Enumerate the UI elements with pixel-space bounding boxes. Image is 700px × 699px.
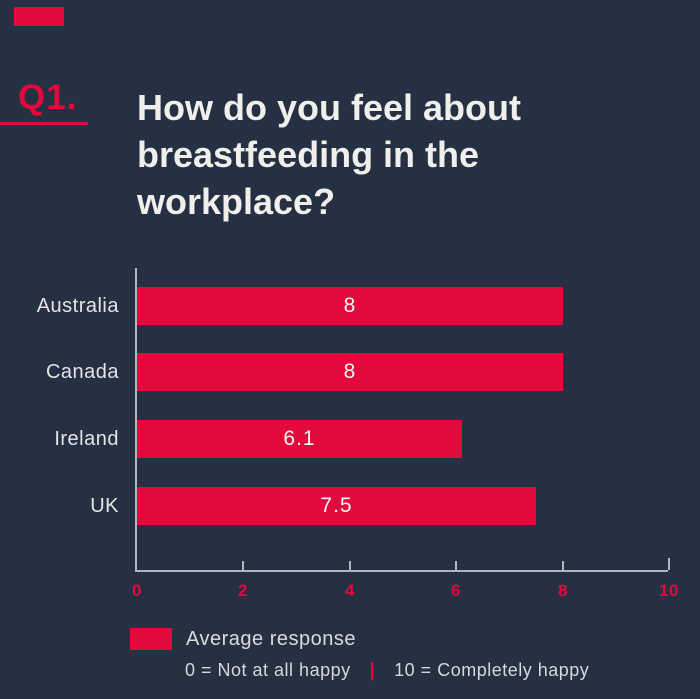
x-axis-tick [242,561,244,570]
category-label: Ireland [54,428,119,450]
question-number-underline [0,122,88,125]
category-label: Canada [45,361,119,383]
x-axis-line [135,570,668,572]
chart-bar-row: UK 7.5 [0,487,700,525]
x-axis-tick [349,561,351,570]
x-axis-tick-label: 10 [659,581,679,600]
bar-value-label: 8 [343,294,357,317]
x-axis-tick [455,561,457,570]
bar-ireland: 6.1 [137,420,462,458]
scale-note-separator: | [369,660,376,680]
scale-note-min: 0 = Not at all happy [185,660,351,680]
x-axis-tick-label: 6 [451,581,461,600]
chart-title-line: breastfeeding in the [137,134,480,175]
chart-bar-row: Ireland 6.1 [0,420,700,458]
corner-marker [14,7,64,26]
chart-bar-row: Australia 8 [0,287,700,325]
scale-note-max: 10 = Completely happy [394,660,590,680]
x-axis-tick-label: 4 [345,581,355,600]
legend-label: Average response [186,628,356,650]
x-axis-tick [668,558,670,570]
bar-uk: 7.5 [137,487,536,525]
category-label: Australia [36,295,119,317]
bar-value-label: 8 [343,360,357,383]
chart-bar-row: Canada 8 [0,353,700,391]
chart-title-line: workplace? [137,181,336,222]
y-axis-line [135,268,137,572]
scale-note: 0 = Not at all happy | 10 = Completely hap… [185,660,589,681]
bar-australia: 8 [137,287,563,325]
chart-title-line: How do you feel about [137,87,521,128]
x-axis-tick-label: 8 [558,581,568,600]
x-axis-tick-label: 2 [238,581,248,600]
bar-value-label: 7.5 [320,494,353,517]
bar-value-label: 6.1 [283,427,316,450]
x-axis-tick [562,561,564,570]
bar-canada: 8 [137,353,563,391]
chart-title: How do you feel about breastfeeding in t… [137,84,577,225]
x-axis-tick-label: 0 [132,581,142,600]
category-label: UK [90,495,119,517]
question-number: Q1. [18,78,78,117]
legend-swatch [130,628,172,650]
